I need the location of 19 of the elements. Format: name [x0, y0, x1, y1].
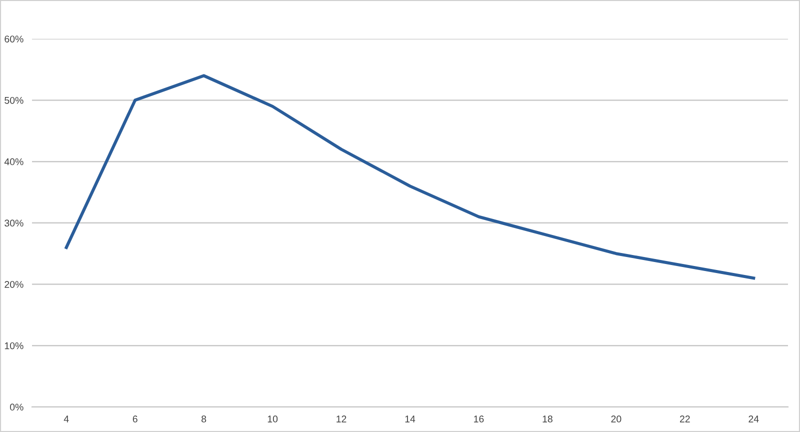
x-tick-label: 22 [680, 416, 690, 422]
x-tick-label: 14 [405, 416, 416, 422]
line-series [64, 74, 756, 280]
x-tick-label: 16 [474, 416, 484, 422]
x-tick-label: 10 [268, 416, 278, 422]
y-tick-label: 50% [4, 96, 24, 104]
x-tick-label: 8 [202, 416, 206, 422]
y-tick-label: 40% [4, 158, 24, 166]
x-tick-label: 18 [542, 416, 552, 422]
y-tick-label: 0% [10, 404, 24, 411]
x-tick-label: 24 [748, 416, 759, 422]
y-tick-label: 60% [4, 36, 24, 42]
y-tick-label: 20% [4, 280, 24, 288]
x-tick-label: 4 [64, 416, 69, 422]
x-tick-label: 12 [336, 416, 346, 422]
x-tick-label: 6 [132, 416, 138, 422]
x-tick-label: 20 [611, 416, 622, 422]
y-tick-label: 10% [4, 342, 24, 350]
y-tick-label: 30% [4, 220, 24, 227]
